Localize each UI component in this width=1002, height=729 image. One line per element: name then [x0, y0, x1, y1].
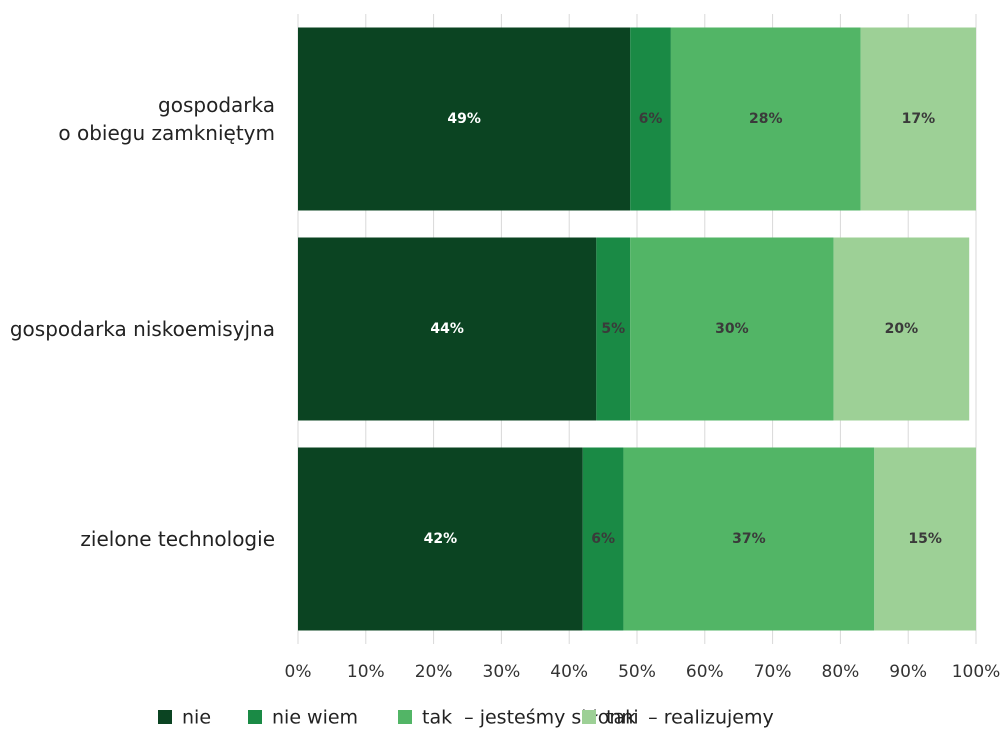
x-tick-label: 0% — [285, 662, 312, 682]
x-tick-label: 60% — [686, 662, 724, 682]
x-tick-label: 50% — [618, 662, 656, 682]
x-tick-label: 70% — [754, 662, 792, 682]
data-label: 49% — [447, 111, 481, 127]
legend-label: nie — [182, 707, 211, 729]
bar-segment — [630, 27, 671, 211]
category-label: zielone technologie — [80, 527, 275, 551]
legend-swatch — [158, 710, 172, 724]
bar-segment — [298, 447, 583, 631]
data-label: 30% — [715, 321, 749, 337]
data-label: 6% — [639, 111, 663, 127]
bar-segment — [582, 447, 624, 631]
bar-segment — [670, 27, 861, 211]
category-label: gospodarka niskoemisyjna — [9, 317, 275, 341]
legend-swatch — [248, 710, 262, 724]
x-tick-label: 90% — [889, 662, 927, 682]
data-label: 17% — [902, 111, 936, 127]
legend-label: tak – realizujemy — [606, 707, 774, 729]
bar-segment — [298, 237, 597, 421]
data-label: 44% — [430, 321, 464, 337]
x-tick-label: 20% — [415, 662, 453, 682]
legend-swatch — [398, 710, 412, 724]
bar-segment — [630, 237, 834, 421]
data-label: 5% — [601, 321, 625, 337]
bar-segment — [860, 27, 976, 211]
data-label: 28% — [749, 111, 783, 127]
data-label: 15% — [908, 531, 942, 547]
bar-segment — [874, 447, 976, 631]
category-label: gospodarka o obiegu zamkniętym — [58, 93, 275, 145]
x-tick-label: 100% — [952, 662, 1001, 682]
x-tick-label: 10% — [347, 662, 385, 682]
legend-label: nie wiem — [272, 707, 358, 729]
x-tick-label: 40% — [550, 662, 588, 682]
data-label: 42% — [424, 531, 458, 547]
legend-swatch — [582, 710, 596, 724]
x-tick-label: 80% — [822, 662, 860, 682]
x-tick-label: 30% — [483, 662, 521, 682]
bar-segment — [298, 27, 631, 211]
data-label: 6% — [591, 531, 615, 547]
bar-segment — [833, 237, 970, 421]
bar-segment — [596, 237, 631, 421]
data-label: 20% — [885, 321, 919, 337]
bar-segment — [623, 447, 875, 631]
data-label: 37% — [732, 531, 766, 547]
